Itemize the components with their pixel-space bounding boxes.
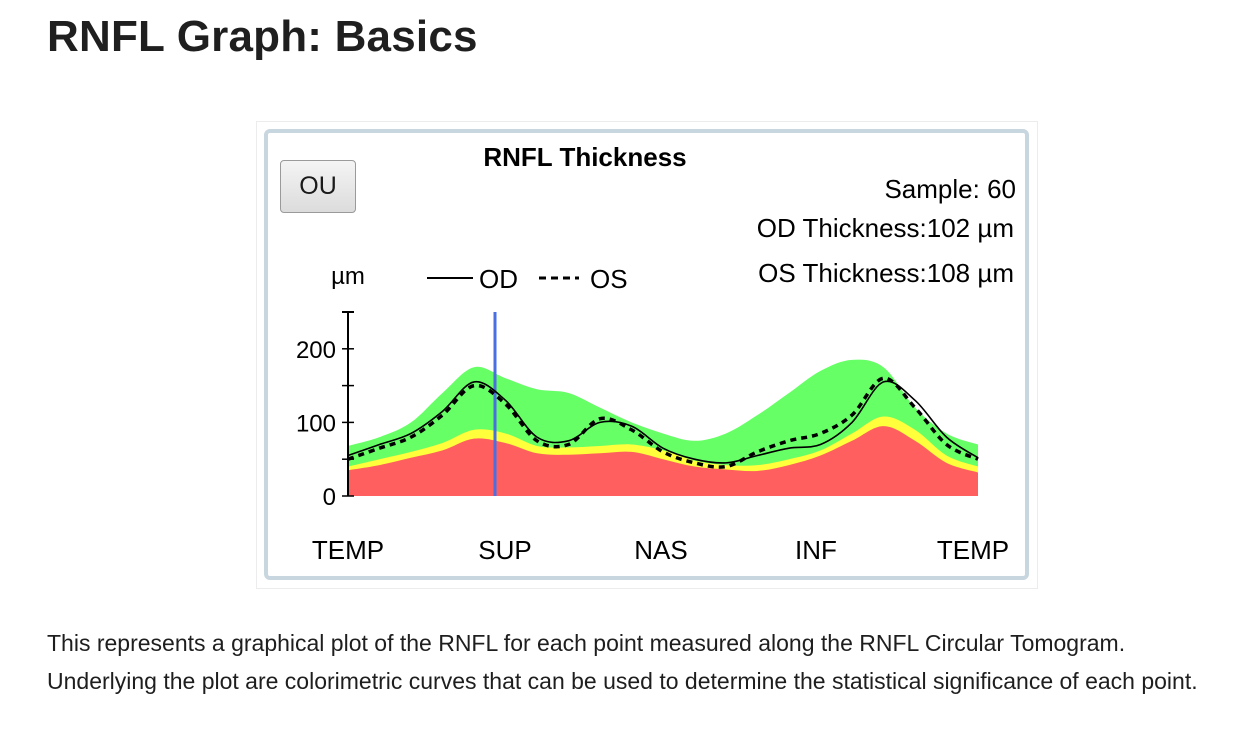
page-title: RNFL Graph: Basics: [47, 12, 478, 61]
x-axis-labels: TEMP SUP NAS INF TEMP: [312, 535, 1009, 565]
series-od-line: [347, 380, 979, 464]
y-tick-label-200: 200: [296, 337, 336, 364]
y-tick-label-100: 100: [296, 410, 336, 437]
y-axis: 0 100 200: [296, 311, 354, 511]
series-lines: [347, 376, 979, 469]
legend-od-label: OD: [479, 264, 518, 294]
sample-count: Sample: 60: [884, 174, 1016, 204]
y-axis-unit-label: µm: [331, 263, 365, 290]
legend-os-label: OS: [590, 264, 628, 294]
legend: OD OS: [427, 264, 628, 294]
x-tick-label-inf: INF: [795, 535, 837, 565]
y-tick-label-0: 0: [323, 484, 336, 511]
series-os-line: [347, 376, 979, 469]
x-tick-label-sup: SUP: [478, 535, 531, 565]
os-thickness: OS Thickness:108 µm: [758, 258, 1014, 288]
norm-bands: [348, 359, 978, 496]
x-tick-label-temp: TEMP: [937, 535, 1009, 565]
chart-panel: [264, 129, 1029, 580]
x-tick-label-temp: TEMP: [312, 535, 384, 565]
band-red: [348, 426, 978, 496]
chart-title: RNFL Thickness: [483, 142, 686, 172]
description-paragraph: This represents a graphical plot of the …: [47, 630, 1198, 694]
x-tick-label-nas: NAS: [634, 535, 687, 565]
od-thickness: OD Thickness:102 µm: [757, 213, 1014, 243]
ou-button[interactable]: OU: [280, 160, 356, 213]
